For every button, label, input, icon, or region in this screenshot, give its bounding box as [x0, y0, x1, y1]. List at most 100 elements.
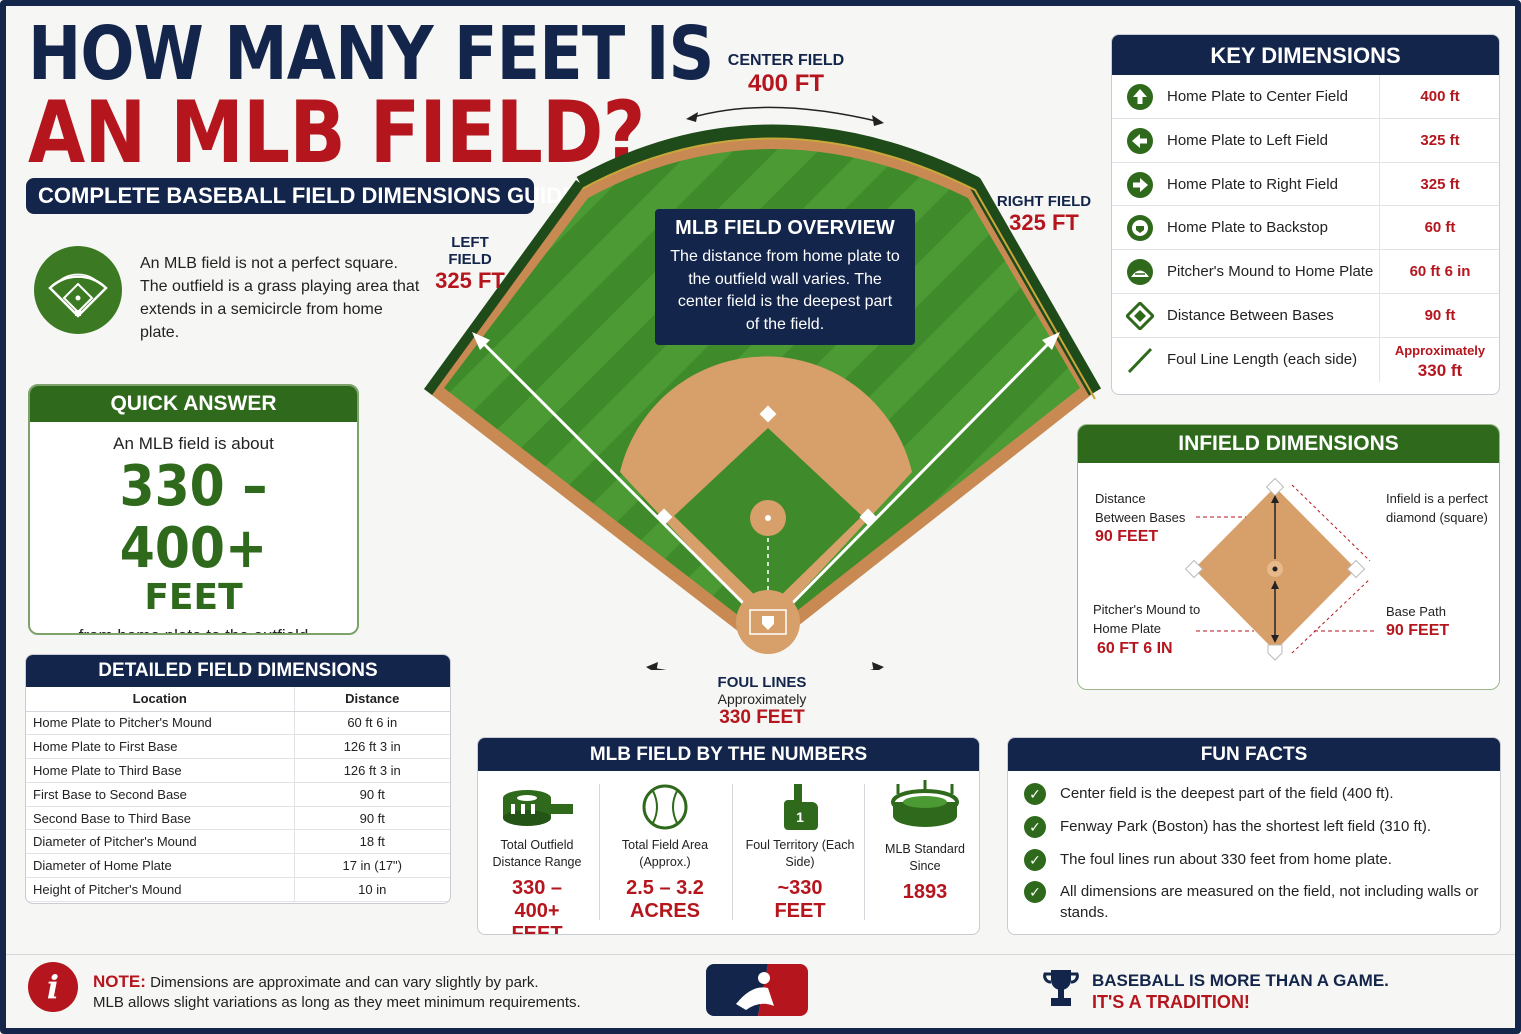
key-dimension-value: Approximately 330 ft	[1380, 338, 1499, 382]
location-cell: Diameter of Pitcher's Mound	[26, 829, 295, 855]
distance-cell: 90 ft	[294, 782, 450, 807]
center-field-value: 400 FT	[747, 70, 825, 97]
detailed-heading: DETAILED FIELD DIMENSIONS	[26, 655, 450, 687]
center-field-title: CENTER FIELD	[727, 52, 845, 69]
foul-lines-value: 330 FEET	[719, 707, 805, 728]
base-path-label: Base Path	[1386, 604, 1446, 619]
baseball-diamond-icon	[34, 246, 122, 334]
key-dimension-value: 60 ft	[1424, 219, 1456, 237]
distance-cell: 126 ft 3 in	[294, 758, 450, 783]
key-dimension-value: 90 ft	[1424, 306, 1456, 324]
diamond-note: Infield is a perfect diamond (square)	[1386, 491, 1488, 525]
check-icon: ✓	[1024, 783, 1046, 805]
field-area-caption: Total Field Area (Approx.)	[621, 838, 709, 869]
key-dimension-value: 325 ft	[1420, 175, 1460, 193]
foul-territory-caption: Foul Territory (Each Side)	[745, 838, 855, 869]
check-icon: ✓	[1024, 849, 1046, 871]
note-line-2: MLB allows slight variations as long as …	[93, 994, 581, 1011]
note-line-1: Dimensions are approximate and can vary …	[150, 974, 539, 991]
table-row: Second Base to Third Base 90 ft	[26, 806, 450, 831]
column-header-location: Location	[26, 687, 295, 712]
key-dimension-value-line-1: Approximately	[1394, 342, 1486, 358]
mound-to-home-label: Pitcher's Mound to Home Plate	[1093, 602, 1201, 636]
fun-fact-item: ✓ All dimensions are measured on the fiel…	[1024, 881, 1484, 923]
tape-measure-icon	[503, 790, 573, 826]
key-dimensions-heading: KEY DIMENSIONS	[1112, 35, 1499, 75]
info-icon: i	[28, 962, 78, 1012]
foul-line-icon	[1127, 347, 1153, 373]
fun-fact-item: ✓ Fenway Park (Boston) has the shortest l…	[1024, 816, 1484, 838]
key-dimension-label: Foul Line Length (each side)	[1167, 350, 1358, 368]
fun-facts-card: FUN FACTS ✓ Center field is the deepest p…	[1007, 737, 1501, 935]
right-field-value: 325 FT	[1009, 210, 1079, 235]
pitchers-mound-icon	[1127, 259, 1153, 286]
svg-text:1: 1	[796, 809, 804, 825]
key-dimension-row: Home Plate to Backstop 60 ft	[1112, 206, 1499, 251]
table-row: Home Plate to First Base 126 ft 3 in	[26, 734, 450, 760]
key-dimension-label: Home Plate to Center Field	[1167, 88, 1348, 105]
key-dimension-row: Home Plate to Right Field 325 ft	[1112, 162, 1499, 207]
location-cell: Home Plate to First Base	[26, 734, 295, 760]
standard-since-caption: MLB Standard Since	[885, 842, 965, 873]
first-base	[859, 508, 877, 526]
key-dimension-label: Distance Between Bases	[1167, 306, 1334, 324]
key-dimension-row: Foul Line Length (each side) Approximate…	[1112, 337, 1499, 382]
second-base	[759, 405, 777, 423]
location-cell: First Base to Second Base	[26, 782, 295, 807]
fun-fact-item: ✓ The foul lines run about 330 feet from …	[1024, 849, 1484, 871]
quick-answer-lead: An MLB field is about	[113, 434, 274, 453]
arrow-up-icon	[1127, 84, 1153, 110]
distance-cell: 126 ft 3 in	[294, 734, 450, 760]
footer-note: NOTE: Dimensions are approximate and can…	[93, 972, 581, 1013]
table-row: Height of Pitcher's Mound 10 in	[26, 877, 450, 902]
location-cell: Height of Pitcher's Mound	[26, 877, 295, 902]
quick-answer-heading: QUICK ANSWER	[30, 386, 357, 422]
distance-cell: 60 ft 6 in	[294, 711, 450, 736]
fun-fact-text: Fenway Park (Boston) has the shortest le…	[1060, 818, 1432, 835]
key-dimension-label: Home Plate to Left Field	[1167, 131, 1328, 149]
baseball-icon	[642, 784, 688, 830]
key-dimension-value-line-2: 330 ft	[1417, 360, 1463, 380]
note-label: NOTE:	[93, 972, 146, 991]
infield-dimensions-card: INFIELD DIMENSIONS Distance Between Base…	[1077, 424, 1500, 690]
field-overview-box: MLB FIELD OVERVIEW The distance from hom…	[655, 209, 915, 345]
foul-lines-label: FOUL LINES Approximately 330 FEET	[690, 674, 834, 729]
distance-cell: 18 ft	[294, 829, 450, 855]
key-dimension-value: 60 ft 6 in	[1409, 263, 1471, 281]
left-field-title: LEFT FIELD	[448, 234, 492, 268]
key-dimension-label: Home Plate to Backstop	[1167, 219, 1328, 237]
foul-lines-approx: Approximately	[717, 691, 807, 707]
between-bases-value: 90 FEET	[1095, 528, 1159, 545]
distance-cell: 10 in	[294, 877, 450, 902]
right-field-title: RIGHT FIELD	[996, 193, 1092, 210]
distance-cell: 90 ft	[294, 806, 450, 831]
fun-fact-text: Center field is the deepest part of the …	[1060, 785, 1394, 802]
by-the-numbers-card: MLB FIELD BY THE NUMBERS Total Outfield …	[477, 737, 980, 935]
left-field-label: LEFT FIELD 325 FT	[430, 234, 510, 294]
left-field-value: 325 FT	[435, 268, 505, 293]
key-dimension-label: Pitcher's Mound to Home Plate	[1167, 263, 1374, 281]
trophy-icon	[1043, 970, 1079, 1006]
tagline-1: BASEBALL IS MORE THAN A GAME.	[1092, 971, 1389, 990]
foul-lines-title: FOUL LINES	[717, 674, 807, 691]
quick-answer-unit: FEET	[144, 577, 243, 618]
outfield-range-caption: Total Outfield Distance Range	[492, 838, 582, 869]
title-line-2: AN MLB FIELD?	[28, 83, 645, 183]
title-line-1: HOW MANY FEET IS	[28, 11, 714, 97]
key-dimension-row: Home Plate to Left Field 325 ft	[1112, 118, 1499, 163]
location-cell: Home Plate to Third Base	[26, 758, 295, 783]
quick-answer-desc: from home plate to the outfield wall, de…	[30, 624, 357, 633]
base-path-value: 90 FEET	[1386, 622, 1450, 639]
numbers-item-standard-since: MLB Standard Since 1893	[870, 778, 979, 928]
table-row: Diameter of Home Plate 17 in (17")	[26, 853, 450, 879]
fun-fact-item: ✓ Center field is the deepest part of the…	[1024, 783, 1484, 805]
base-diamond-icon	[1126, 301, 1154, 330]
location-cell: Second Base to Third Base	[26, 806, 295, 831]
intro-text: An MLB field is not a perfect square. Th…	[140, 255, 420, 341]
stadium-icon	[891, 780, 959, 827]
tagline-2: IT'S A TRADITION!	[1092, 992, 1250, 1012]
location-cell: Diameter of Home Plate	[26, 853, 295, 879]
detailed-dimensions-table: DETAILED FIELD DIMENSIONS Location Dista…	[25, 654, 451, 904]
mlb-logo-icon	[706, 964, 808, 1016]
key-dimension-value: 400 ft	[1420, 88, 1460, 105]
